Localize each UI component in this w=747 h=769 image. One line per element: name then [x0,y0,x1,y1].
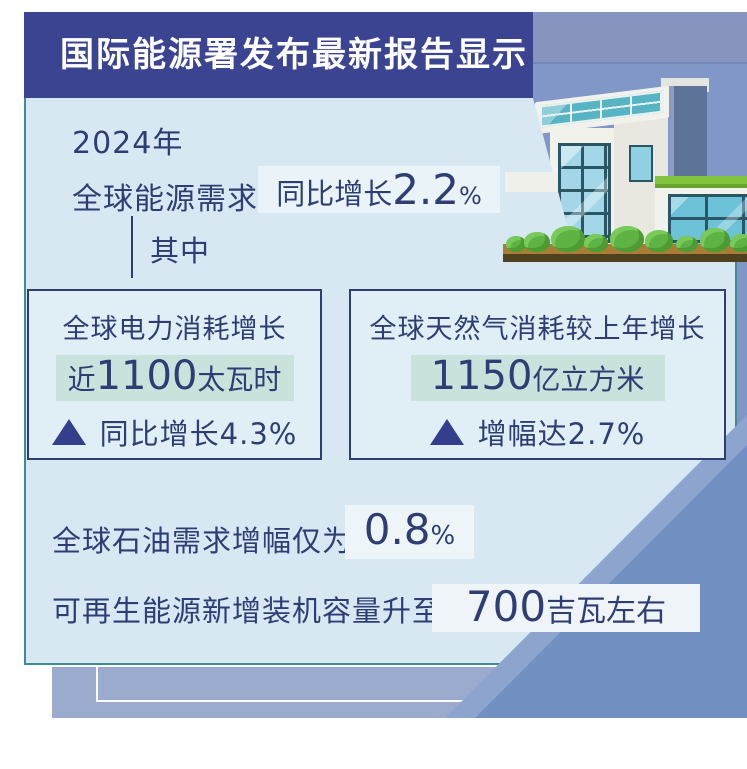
building-side-ledge [505,172,558,192]
electricity-suffix: 太瓦时 [197,363,282,396]
oil-demand-value: 0.8 [363,505,431,554]
green-roof-strip [655,176,747,188]
bush-icon [506,236,526,252]
electricity-value: 1100 [95,353,198,399]
year-label: 2024年 [72,126,184,161]
bush-icon [610,226,644,252]
demand-growth-prefix: 同比增长 [276,177,393,211]
gas-highlight: 1150 亿立方米 [410,353,665,401]
electricity-highlight: 近 1100 太瓦时 [55,353,294,401]
building-illustration [533,12,747,262]
bush-icon [524,232,550,252]
building-left-tower [550,128,614,250]
demand-growth-value: 2.2 [392,165,459,214]
electricity-delta-text: 同比增长4.3% [99,417,298,451]
band-inner-outline [96,667,747,702]
electricity-delta-row: 同比增长4.3% [51,411,298,453]
sky-band [533,12,747,64]
chimney [669,86,707,182]
page-title: 国际能源署发布最新报告显示 [24,12,533,98]
bush-icon [700,228,730,252]
up-triangle-icon [429,419,464,445]
bush-icon [730,234,747,252]
oil-demand-unit: % [430,521,456,551]
renewables-suffix: 吉瓦左右 [546,594,667,629]
oil-demand-label: 全球石油需求增幅仅为 [52,524,353,558]
among-label: 其中 [150,234,211,268]
gas-title: 全球天然气消耗较上年增长 [369,314,706,345]
electricity-title: 全球电力消耗增长 [62,314,287,345]
demand-growth-highlight: 同比增长 2.2% [258,166,500,213]
bush-icon [676,236,698,252]
gas-suffix: 亿立方米 [532,363,645,396]
gas-delta-row: 增幅达2.7% [429,411,646,453]
up-triangle-icon [51,419,86,445]
gas-value: 1150 [430,353,533,399]
bush-icon [584,234,608,252]
big-window-icon [558,143,611,243]
demand-growth-unit: % [459,182,482,210]
small-window-icon [629,145,653,182]
among-connector-line [131,216,133,278]
electricity-stat-box: 全球电力消耗增长 近 1100 太瓦时 同比增长4.3% [27,289,322,460]
bush-icon [645,230,673,252]
gas-stat-box: 全球天然气消耗较上年增长 1150 亿立方米 增幅达2.7% [349,289,726,460]
electricity-prefix: 近 [67,363,96,396]
renewables-label: 可再生能源新增装机容量升至 [52,594,443,628]
renewables-value: 700 [465,582,547,631]
gas-delta-text: 增幅达2.7% [477,417,646,451]
bush-icon [551,226,585,252]
energy-demand-label: 全球能源需求 [72,182,258,217]
oil-demand-highlight: 0.8% [345,505,474,559]
renewables-highlight: 700 吉瓦左右 [432,584,700,632]
